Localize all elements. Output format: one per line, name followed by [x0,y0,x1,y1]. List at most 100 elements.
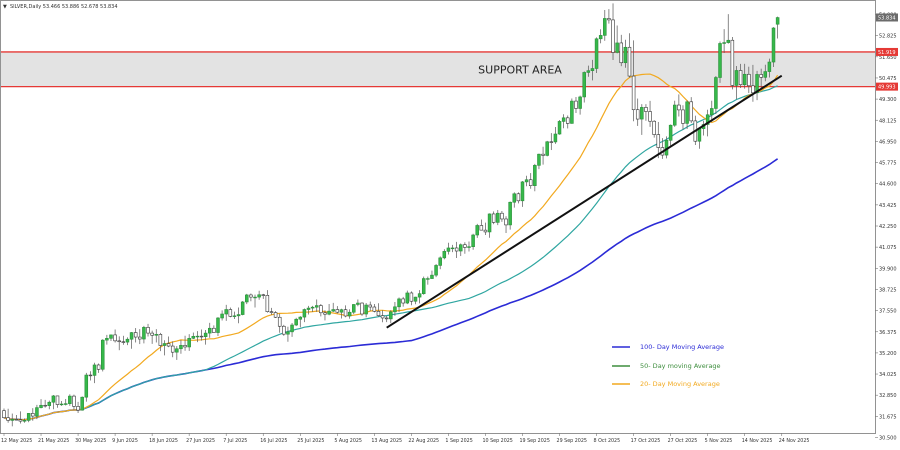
candle [586,65,591,77]
candle [146,323,150,337]
candle [463,242,467,254]
candle-body [327,310,331,315]
candle [18,411,23,424]
candle [216,317,220,336]
x-tick-label: 5 Aug 2025 [334,438,362,444]
x-tick-label: 5 Nov 2025 [705,438,733,444]
candle [442,249,447,260]
candle [578,95,582,115]
candle [393,301,397,316]
x-tick-label: 7 Jul 2025 [223,438,247,444]
candle-body [55,395,60,405]
candle-body [640,107,644,120]
candle-body [454,247,459,252]
candle-body [63,403,68,405]
candle-body [483,229,488,233]
candle-body [162,343,167,346]
candle-body [475,225,479,236]
candle [401,296,405,307]
y-tick-label: 36.375 [879,330,897,336]
candle-body [26,413,31,421]
support-zone-layer: SUPPORT AREA [1,51,875,88]
candle [80,396,84,411]
candle [730,37,735,90]
y-tick-label: 49.300 [879,97,897,103]
candle [771,27,776,68]
candle-body [14,419,19,421]
legend-label-20: 20- Day Moving Average [640,380,720,388]
candle [672,100,677,127]
x-tick-label: 18 Jun 2025 [149,438,178,444]
candle [314,299,319,312]
candle-body [364,304,368,315]
candle [607,9,611,24]
price-tag-label: 51.919 [878,50,896,56]
candle-body [500,212,504,220]
candle-body [738,70,743,86]
candle [755,70,759,101]
candle [405,290,410,305]
candle [84,372,89,402]
candle [253,294,257,308]
candle-body [471,234,475,247]
candle-body [763,71,768,78]
candle-body [224,309,228,315]
candle-body [76,406,80,411]
candle [339,308,344,319]
candle [434,263,438,278]
candle [277,313,282,333]
price-axis: 54.00052.82551.65050.47549.30048.12546.9… [875,13,898,442]
candle-body [310,306,315,309]
candle-body [80,396,84,411]
candle-body [524,179,529,183]
y-tick-label: 38.725 [879,287,897,293]
candle [644,104,648,121]
candle-body [685,101,689,124]
candle [668,124,673,148]
candle-body [109,334,113,339]
candle-body [397,298,401,308]
candle-body [220,313,224,319]
candle-body [347,311,352,317]
candle-body [216,317,220,333]
candle-body [138,336,142,340]
candle [364,303,368,318]
candle [138,329,142,345]
y-tick-label: 39.900 [879,266,897,272]
candle-body [615,42,619,53]
candle [446,242,451,255]
candle [228,307,233,318]
y-tick-label: 35.200 [879,351,897,357]
candle [467,241,471,252]
candle [298,316,303,328]
header: ▼ SILVER,Daily 53.466 53.886 52.678 53.8… [3,4,118,10]
candle-body [623,46,628,64]
candle-body [96,364,101,370]
candle [51,395,56,410]
candle-body [117,340,121,343]
candle [232,311,237,320]
candle-body [681,109,685,124]
candle [549,133,554,151]
y-tick-label: 50.475 [879,76,897,82]
candle [245,293,249,305]
candle [767,58,772,78]
candle [557,119,562,135]
candle [537,153,541,170]
candle-body [697,128,702,142]
candle-body [245,294,249,303]
candle-body [294,318,298,326]
header-caret[interactable]: ▼ [3,4,7,10]
candle [426,276,430,285]
candle [195,331,200,343]
candle-body [710,108,714,116]
candle [598,29,603,44]
y-tick-label: 48.125 [879,118,897,124]
candle-layer [2,3,780,427]
candle-body [356,302,360,305]
price-tag [876,82,898,91]
candle [475,223,479,238]
candle-body [84,374,89,398]
y-tick-label: 43.425 [879,203,897,209]
